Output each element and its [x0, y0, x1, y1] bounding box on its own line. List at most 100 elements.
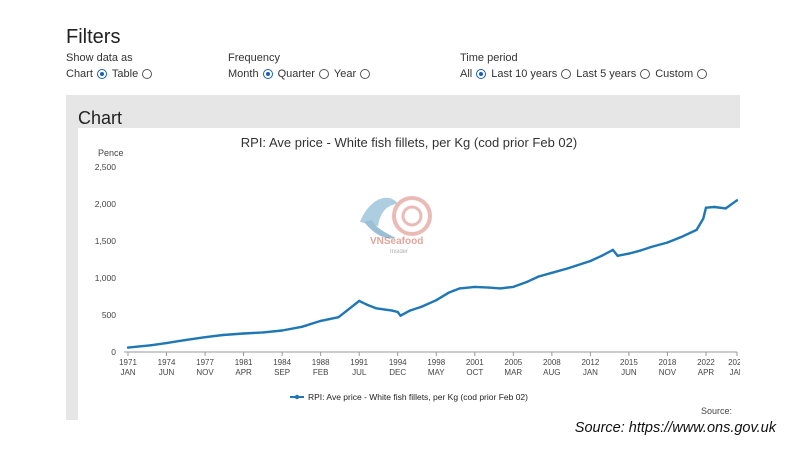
series-line [127, 199, 738, 349]
data-point [650, 245, 653, 249]
data-point [300, 325, 304, 328]
data-point [408, 309, 412, 312]
x-tick-label-year: 1981 [235, 358, 253, 367]
x-tick-label-month: FEB [313, 368, 329, 377]
y-tick-label: 500 [102, 310, 116, 320]
data-point [512, 285, 515, 289]
x-tick-label-month: JUL [352, 368, 367, 377]
data-point [679, 236, 682, 239]
data-point [473, 285, 476, 289]
x-tick-label-month: APR [698, 368, 715, 377]
time-last-5-years-option[interactable]: Last 5 years [576, 68, 651, 80]
data-point [149, 344, 152, 347]
data-point [221, 333, 225, 337]
data-point [550, 271, 554, 274]
data-point [365, 303, 368, 306]
data-point [487, 286, 491, 289]
x-tick-label-month: JUN [159, 368, 175, 377]
x-tick-label-year: 2001 [466, 358, 484, 367]
line-chart: Pence05001,0001,5002,0002,5001971JAN1974… [95, 148, 740, 402]
data-point [713, 205, 716, 209]
time-last-10-years-option[interactable]: Last 10 years [491, 68, 572, 80]
radio-icon[interactable] [697, 69, 708, 79]
data-point [639, 249, 642, 252]
x-tick-label-year: 1994 [389, 358, 407, 367]
x-tick-label-year: 1991 [350, 358, 368, 367]
x-tick-label-year: 2012 [581, 358, 599, 367]
x-tick-label-month: APR [235, 368, 252, 377]
data-point [354, 302, 357, 306]
data-point [242, 332, 245, 335]
data-point [735, 199, 739, 202]
chart-panel: Chart RPI: Ave price - White fish fillet… [66, 95, 740, 420]
chart-heading: Chart [78, 108, 123, 128]
x-tick-label-month: MAY [428, 368, 445, 377]
x-tick-label-year: 2015 [620, 358, 638, 367]
show-table-option[interactable]: Table [112, 68, 153, 80]
option-label: Chart [66, 68, 93, 80]
x-tick-label-month: SEP [274, 368, 290, 377]
time-period-group: Time period All Last 10 years Last 5 yea… [460, 52, 712, 80]
y-tick-label: 0 [111, 347, 116, 357]
show-chart-option[interactable]: Chart [66, 68, 107, 80]
x-tick-label-month: JAN [729, 368, 740, 377]
data-point [396, 310, 399, 314]
radio-icon[interactable] [476, 69, 487, 79]
data-point [627, 252, 631, 255]
legend-marker [294, 394, 300, 400]
data-point [600, 254, 603, 257]
x-tick-label-month: OCT [466, 368, 483, 377]
x-tick-label-year: 1984 [273, 358, 291, 367]
option-label: Custom [655, 68, 694, 80]
option-label: Last 5 years [576, 68, 637, 80]
x-tick-label-month: NOV [196, 368, 214, 377]
radio-icon[interactable] [360, 69, 371, 79]
radio-icon[interactable] [142, 69, 153, 79]
chart-area: RPI: Ave price - White fish fillets, per… [78, 128, 740, 420]
data-point [345, 309, 349, 312]
option-label: All [460, 68, 473, 80]
time-custom-option[interactable]: Custom [655, 68, 708, 80]
radio-icon[interactable] [262, 69, 273, 79]
data-point [203, 336, 207, 339]
data-point [435, 299, 438, 302]
x-tick-label-year: 2025 [728, 358, 740, 367]
option-label: Last 10 years [491, 68, 558, 80]
data-point [616, 254, 619, 257]
option-label: Year [333, 68, 357, 80]
data-point [374, 307, 378, 310]
show-data-as-label: Show data as [66, 52, 133, 64]
frequency-quarter-option[interactable]: Quarter [278, 68, 329, 80]
x-tick-label-year: 1977 [196, 358, 214, 367]
x-tick-label-month: NOV [659, 368, 677, 377]
data-point [666, 241, 669, 244]
data-point [390, 309, 394, 312]
data-point [566, 267, 569, 270]
filters-title: Filters [66, 26, 121, 48]
data-point [262, 331, 265, 334]
x-tick-label-year: 1988 [312, 358, 330, 367]
frequency-year-option[interactable]: Year [333, 68, 371, 80]
y-tick-label: 1,500 [95, 236, 117, 246]
data-point [458, 287, 461, 290]
frequency-month-option[interactable]: Month [228, 68, 273, 80]
time-all-option[interactable]: All [460, 68, 487, 80]
x-tick-label-year: 2022 [697, 358, 715, 367]
time-period-label: Time period [460, 52, 518, 64]
x-tick-label-year: 2018 [659, 358, 677, 367]
data-point [319, 319, 322, 323]
x-tick-label-year: 1998 [427, 358, 445, 367]
legend-label: RPI: Ave price - White fish fillets, per… [308, 392, 528, 402]
data-point [704, 206, 708, 209]
watermark-sub: Insider [390, 249, 409, 255]
y-tick-label: 1,000 [95, 273, 117, 283]
source-caption: Source: https://www.ons.gov.uk [574, 420, 776, 436]
x-tick-label-month: DEC [389, 368, 406, 377]
show-data-as-group: Show data as Chart Table [66, 52, 157, 80]
radio-icon[interactable] [640, 69, 651, 79]
x-tick-label-month: JAN [583, 368, 598, 377]
y-axis-label: Pence [98, 148, 124, 158]
radio-icon[interactable] [561, 69, 572, 79]
radio-icon[interactable] [318, 69, 329, 79]
radio-icon[interactable] [96, 69, 107, 79]
